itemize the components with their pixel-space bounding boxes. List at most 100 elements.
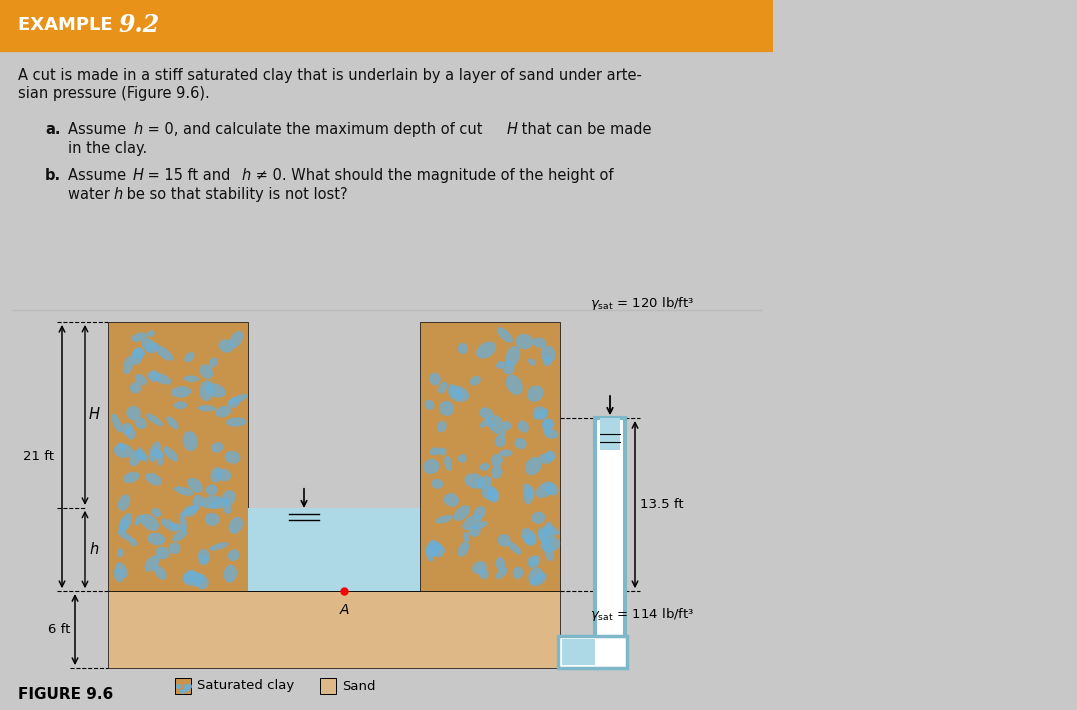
Text: H: H bbox=[132, 168, 144, 183]
Ellipse shape bbox=[170, 523, 185, 531]
Ellipse shape bbox=[435, 515, 452, 523]
Ellipse shape bbox=[148, 371, 159, 382]
Text: Assume: Assume bbox=[68, 122, 130, 137]
Ellipse shape bbox=[545, 483, 559, 496]
Ellipse shape bbox=[130, 332, 148, 342]
Text: Sand: Sand bbox=[342, 679, 376, 692]
Ellipse shape bbox=[488, 424, 506, 436]
Ellipse shape bbox=[444, 493, 459, 507]
Ellipse shape bbox=[438, 447, 447, 455]
Ellipse shape bbox=[215, 469, 232, 481]
Ellipse shape bbox=[538, 531, 548, 545]
Ellipse shape bbox=[145, 413, 164, 426]
Ellipse shape bbox=[518, 420, 529, 433]
Ellipse shape bbox=[152, 508, 162, 518]
Text: 9.2: 9.2 bbox=[118, 13, 159, 37]
Ellipse shape bbox=[544, 522, 553, 537]
Text: h: h bbox=[113, 187, 123, 202]
Ellipse shape bbox=[146, 330, 155, 337]
Ellipse shape bbox=[126, 406, 141, 420]
Text: Saturated clay: Saturated clay bbox=[197, 679, 294, 692]
Ellipse shape bbox=[113, 444, 132, 458]
Text: H: H bbox=[507, 122, 518, 137]
Ellipse shape bbox=[152, 373, 171, 384]
Ellipse shape bbox=[210, 467, 222, 483]
Text: be so that stability is not lost?: be so that stability is not lost? bbox=[122, 187, 348, 202]
Ellipse shape bbox=[121, 423, 132, 435]
Ellipse shape bbox=[209, 498, 229, 509]
Ellipse shape bbox=[222, 500, 232, 514]
Ellipse shape bbox=[129, 538, 137, 547]
Ellipse shape bbox=[229, 331, 243, 348]
Ellipse shape bbox=[494, 435, 506, 447]
Bar bbox=[600, 418, 620, 450]
Bar bbox=[562, 639, 595, 665]
Ellipse shape bbox=[198, 555, 209, 565]
Ellipse shape bbox=[477, 476, 492, 489]
Ellipse shape bbox=[193, 495, 204, 508]
Ellipse shape bbox=[224, 564, 237, 583]
Ellipse shape bbox=[458, 542, 470, 557]
Ellipse shape bbox=[149, 442, 160, 462]
Text: h: h bbox=[241, 168, 250, 183]
Text: $\gamma_\mathrm{sat}$ = 114 lb/ft³: $\gamma_\mathrm{sat}$ = 114 lb/ft³ bbox=[590, 606, 695, 623]
Ellipse shape bbox=[500, 449, 513, 457]
Ellipse shape bbox=[543, 356, 553, 366]
Ellipse shape bbox=[197, 405, 215, 411]
Text: ≠ 0. What should the magnitude of the height of: ≠ 0. What should the magnitude of the he… bbox=[251, 168, 614, 183]
Ellipse shape bbox=[479, 569, 489, 579]
Ellipse shape bbox=[228, 550, 239, 561]
Ellipse shape bbox=[129, 383, 141, 393]
Text: H: H bbox=[89, 408, 100, 422]
Bar bbox=[420, 322, 560, 591]
Point bbox=[178, 680, 195, 692]
Ellipse shape bbox=[115, 562, 128, 578]
Ellipse shape bbox=[182, 572, 205, 586]
Ellipse shape bbox=[522, 484, 534, 498]
Ellipse shape bbox=[205, 513, 220, 526]
Bar bbox=[248, 508, 420, 591]
Ellipse shape bbox=[226, 417, 247, 427]
Ellipse shape bbox=[112, 413, 122, 432]
Ellipse shape bbox=[543, 419, 553, 434]
Ellipse shape bbox=[530, 573, 547, 586]
Text: = 0, and calculate the maximum depth of cut: = 0, and calculate the maximum depth of … bbox=[143, 122, 487, 137]
Ellipse shape bbox=[205, 383, 226, 398]
Ellipse shape bbox=[439, 400, 454, 416]
Text: A cut is made in a stiff saturated clay that is underlain by a layer of sand und: A cut is made in a stiff saturated clay … bbox=[18, 68, 642, 83]
Ellipse shape bbox=[180, 511, 186, 532]
Ellipse shape bbox=[166, 416, 179, 430]
Ellipse shape bbox=[199, 364, 213, 379]
Ellipse shape bbox=[533, 409, 548, 420]
Ellipse shape bbox=[502, 361, 515, 374]
Ellipse shape bbox=[215, 406, 232, 417]
Ellipse shape bbox=[141, 338, 155, 351]
Text: water: water bbox=[68, 187, 114, 202]
Ellipse shape bbox=[425, 542, 442, 556]
Ellipse shape bbox=[219, 339, 234, 353]
Ellipse shape bbox=[437, 421, 447, 432]
Ellipse shape bbox=[145, 473, 163, 486]
Text: A: A bbox=[339, 603, 349, 617]
Ellipse shape bbox=[163, 446, 179, 462]
Ellipse shape bbox=[431, 479, 443, 488]
Ellipse shape bbox=[487, 415, 502, 427]
Ellipse shape bbox=[496, 327, 513, 343]
Ellipse shape bbox=[462, 515, 481, 530]
Ellipse shape bbox=[524, 457, 542, 475]
Point bbox=[180, 680, 197, 692]
Ellipse shape bbox=[160, 518, 179, 532]
Ellipse shape bbox=[506, 375, 522, 395]
Ellipse shape bbox=[144, 555, 159, 572]
Ellipse shape bbox=[479, 418, 491, 427]
Ellipse shape bbox=[209, 357, 218, 368]
Ellipse shape bbox=[507, 541, 522, 555]
Bar bbox=[595, 418, 625, 668]
Ellipse shape bbox=[227, 398, 240, 408]
Bar bbox=[558, 636, 627, 668]
Text: h: h bbox=[132, 122, 142, 137]
Ellipse shape bbox=[131, 348, 143, 365]
Ellipse shape bbox=[118, 513, 132, 532]
Text: 21 ft: 21 ft bbox=[23, 450, 54, 463]
Ellipse shape bbox=[544, 429, 559, 439]
